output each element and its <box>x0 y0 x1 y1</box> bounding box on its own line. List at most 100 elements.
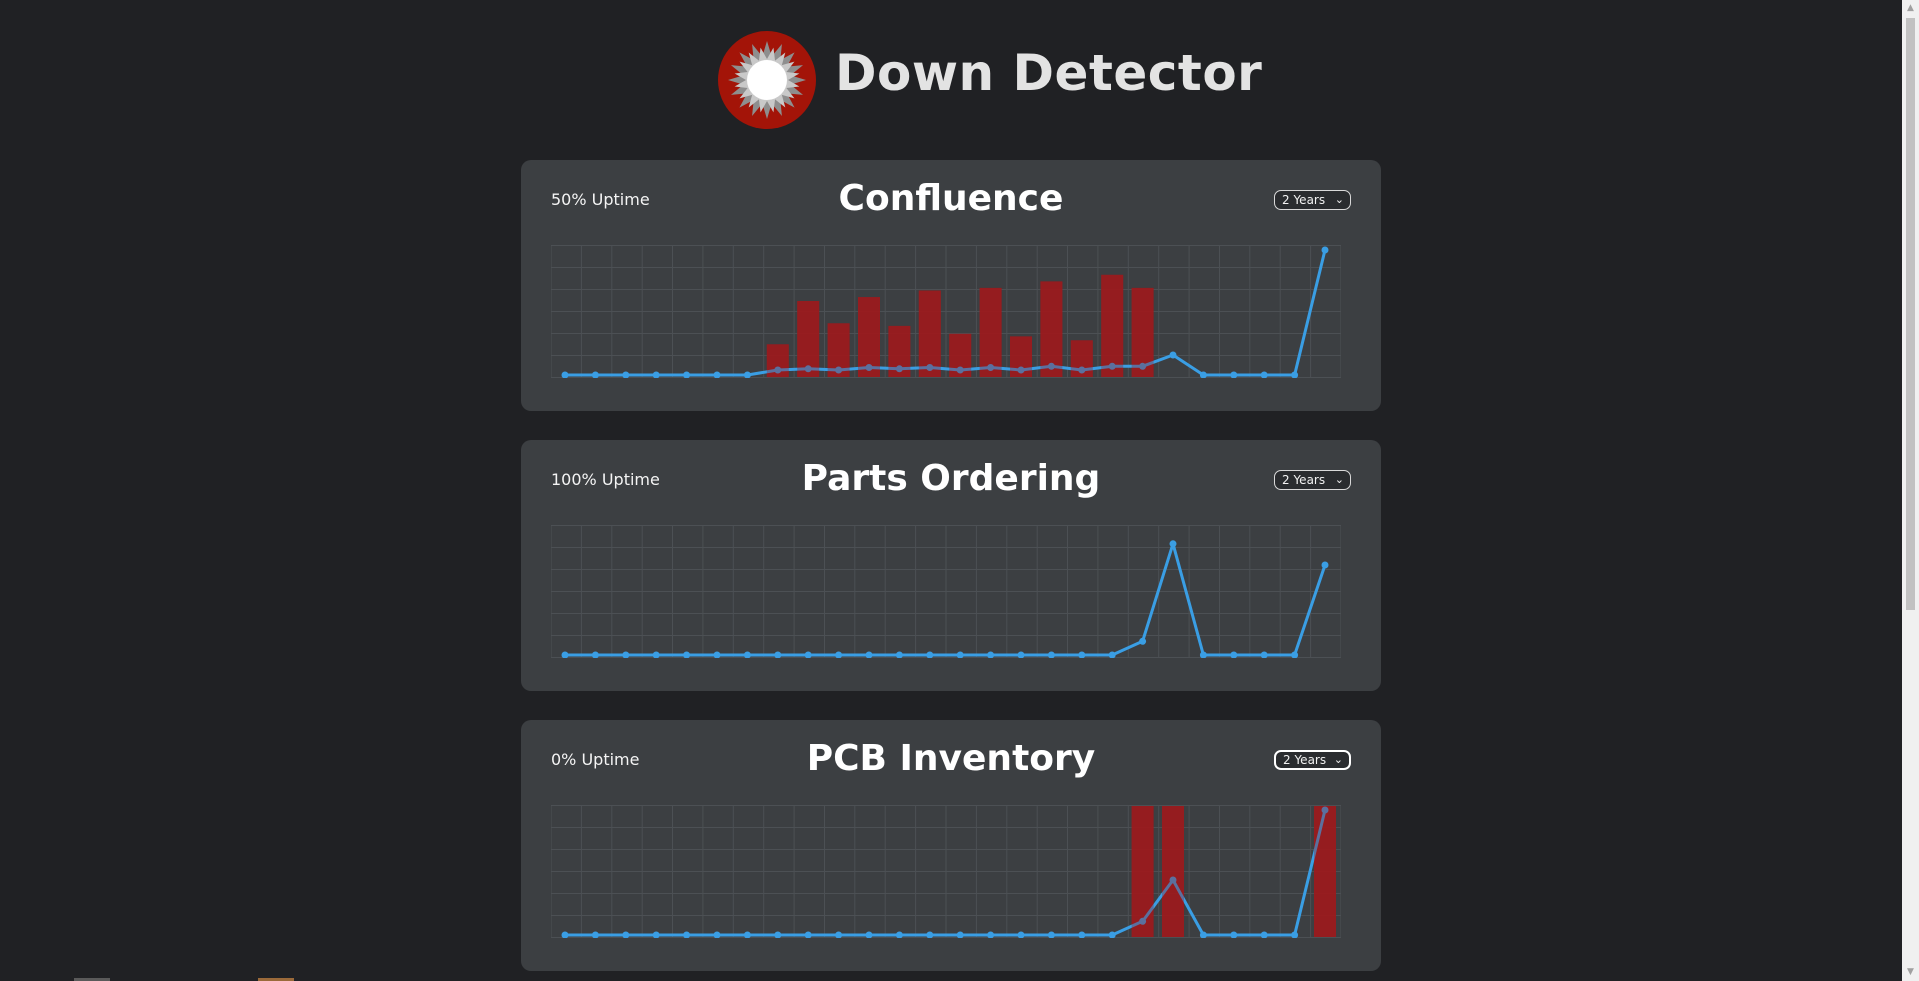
outage-bar-overlay <box>797 301 820 377</box>
uptime-label: 50% Uptime <box>551 190 650 209</box>
data-point <box>1017 931 1025 938</box>
scroll-down-icon[interactable]: ▼ <box>1907 967 1914 977</box>
service-title: Confluence <box>838 178 1064 219</box>
data-point <box>956 931 964 938</box>
data-point <box>1047 931 1055 938</box>
site-header: Down Detector <box>0 30 1900 130</box>
outage-bar <box>979 287 1002 377</box>
chevron-down-icon: ⌄ <box>1334 193 1344 206</box>
data-point <box>804 931 812 938</box>
data-point <box>1108 931 1116 938</box>
outage-bar-overlay <box>1162 806 1184 937</box>
scroll-up-icon[interactable]: ▲ <box>1907 3 1914 13</box>
outage-bar-overlay <box>1040 281 1063 377</box>
data-point <box>1230 371 1238 378</box>
data-point <box>713 931 721 938</box>
data-point <box>622 931 630 938</box>
outage-bar-overlay <box>1131 806 1154 937</box>
uptime-chart <box>551 805 1341 938</box>
data-point <box>713 371 721 378</box>
outage-bar-overlay <box>1070 340 1093 377</box>
data-point <box>1321 246 1329 254</box>
uptime-line <box>565 542 1327 657</box>
outage-bar-overlay <box>918 290 941 377</box>
outage-bar <box>1131 287 1154 377</box>
down-detector-logo <box>718 31 816 129</box>
outage-bar <box>1010 336 1032 377</box>
outage-bar-overlay <box>766 344 789 378</box>
data-point <box>1230 651 1238 658</box>
data-point <box>956 366 964 374</box>
range-select-value: 2 Years <box>1282 473 1326 487</box>
outage-bar <box>1101 274 1124 377</box>
data-point <box>1169 351 1177 359</box>
outage-bar <box>1131 806 1154 937</box>
data-point <box>895 931 903 938</box>
data-point <box>865 931 873 938</box>
range-select[interactable]: 2 Years ⌄ <box>1274 470 1351 490</box>
data-point <box>1108 651 1116 658</box>
data-point <box>895 365 903 373</box>
data-point <box>1321 561 1329 569</box>
data-point <box>774 931 782 938</box>
data-point <box>956 651 964 658</box>
outage-bar <box>1162 806 1184 937</box>
data-point <box>926 931 934 938</box>
data-point <box>1078 366 1086 374</box>
data-point <box>683 371 691 378</box>
outage-bar <box>827 323 850 377</box>
outage-bar <box>949 333 972 377</box>
outage-bar <box>888 325 911 377</box>
data-point <box>1199 651 1207 658</box>
data-point <box>1139 362 1147 370</box>
data-point <box>1230 931 1238 938</box>
data-point <box>561 371 569 378</box>
data-point <box>1047 651 1055 658</box>
outage-bar <box>858 297 880 377</box>
range-select[interactable]: 2 Years ⌄ <box>1274 190 1351 210</box>
outage-bar-overlay <box>888 325 911 377</box>
range-select-value: 2 Years <box>1282 193 1326 207</box>
footer-element <box>258 978 294 981</box>
data-point <box>743 651 751 658</box>
data-point <box>865 651 873 658</box>
data-point <box>683 651 691 658</box>
data-point <box>743 371 751 378</box>
scroll-thumb[interactable] <box>1906 18 1915 610</box>
outage-bar-overlay <box>1131 287 1154 377</box>
data-point <box>1108 362 1116 370</box>
data-point <box>591 931 599 938</box>
data-point <box>743 931 751 938</box>
outage-bar-overlay <box>827 323 850 377</box>
data-point <box>1321 806 1329 814</box>
outage-bar <box>1040 281 1063 377</box>
data-point <box>652 371 660 378</box>
service-card-pcb-inventory: 0% Uptime PCB Inventory 2 Years ⌄ <box>521 720 1381 971</box>
chevron-down-icon: ⌄ <box>1333 753 1343 766</box>
data-point <box>1169 540 1177 548</box>
outage-bar <box>918 290 941 377</box>
outage-bar-overlay <box>858 297 880 377</box>
data-point <box>1260 371 1268 378</box>
data-point <box>865 364 873 371</box>
outage-bar-overlay <box>979 287 1002 377</box>
data-point <box>895 651 903 658</box>
uptime-line <box>565 809 1327 937</box>
footer-element <box>74 978 110 981</box>
site-title: Down Detector <box>835 44 1263 102</box>
data-point <box>835 651 843 658</box>
data-point <box>835 931 843 938</box>
data-point <box>1017 651 1025 658</box>
page-scrollbar[interactable]: ▲ ▼ <box>1902 0 1919 981</box>
outage-bar <box>797 301 820 377</box>
range-select[interactable]: 2 Years ⌄ <box>1274 750 1351 770</box>
data-point <box>1078 651 1086 658</box>
uptime-label: 0% Uptime <box>551 750 640 769</box>
outage-bar-overlay <box>1101 274 1124 377</box>
data-point <box>652 931 660 938</box>
service-title: Parts Ordering <box>801 458 1101 499</box>
data-point <box>774 651 782 658</box>
service-card-parts-ordering: 100% Uptime Parts Ordering 2 Years ⌄ <box>521 440 1381 691</box>
data-point <box>835 366 843 374</box>
data-point <box>1199 931 1207 938</box>
